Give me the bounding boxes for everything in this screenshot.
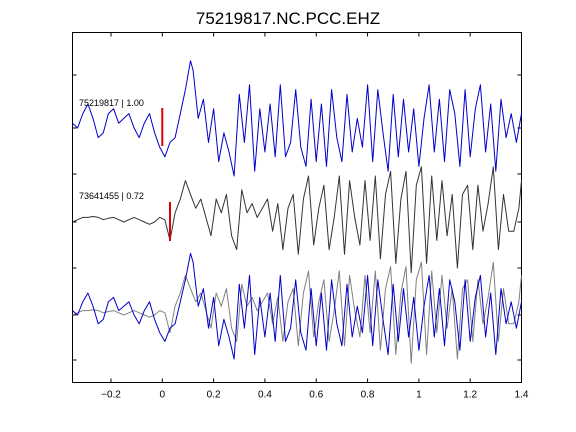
- x-axis: −0.2 0 0.2 0.4 0.6 0.8 1 1.2 1.4: [101, 32, 529, 401]
- x-tick-label: 0.4: [258, 390, 272, 401]
- y-tick-marks: [72, 74, 522, 361]
- x-tick-label: 1.4: [515, 390, 529, 401]
- trace-2-label: 73641455 | 0.72: [79, 191, 144, 201]
- trace-2-waveform: [72, 166, 522, 274]
- overlay-trace-blue: [72, 252, 522, 360]
- x-tick-label: 0.2: [207, 390, 221, 401]
- x-tick-label: 0.8: [361, 390, 375, 401]
- trace-group: 75219817 | 1.00 73641455 | 0.72: [72, 60, 522, 364]
- overlay-trace-gray: [72, 261, 522, 364]
- x-tick-label: 1.2: [463, 390, 477, 401]
- trace-1-waveform: [72, 60, 522, 177]
- x-tick-label: 0.6: [309, 390, 323, 401]
- x-tick-label: 1: [416, 390, 422, 401]
- chart-title: 75219817.NC.PCC.EHZ: [196, 9, 380, 28]
- trace-1-label: 75219817 | 1.00: [79, 98, 144, 108]
- x-tick-label: 0: [160, 390, 166, 401]
- plot-area-frame: [72, 32, 522, 383]
- x-tick-label: −0.2: [101, 390, 121, 401]
